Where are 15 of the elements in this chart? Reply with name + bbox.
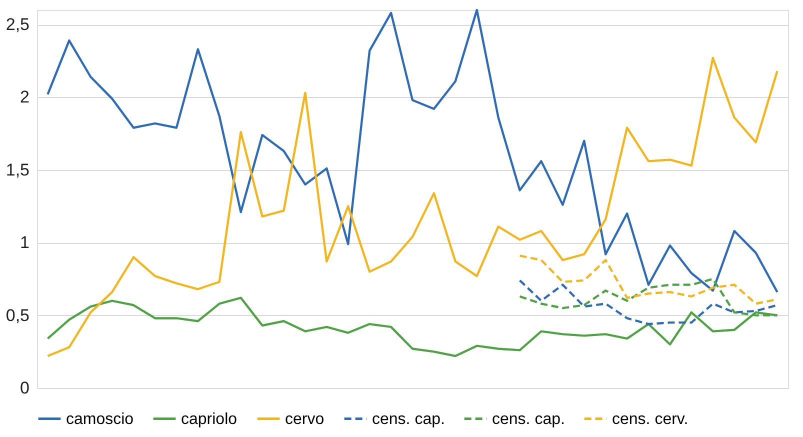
line-series xyxy=(46,8,778,294)
legend-label: capriolo xyxy=(181,410,238,428)
legend-label: cens. cap. xyxy=(492,410,565,428)
legend-label: camoscio xyxy=(66,410,134,428)
y-tick-label: 0 xyxy=(20,378,30,398)
y-tick-label: 2,5 xyxy=(6,15,30,34)
legend-label: cervo xyxy=(285,410,324,428)
legend-label: cens. cerv. xyxy=(612,410,688,428)
line-series xyxy=(518,279,778,326)
y-tick-label: 1,5 xyxy=(6,160,30,180)
legend-label: cens. cap. xyxy=(372,410,445,428)
line-series xyxy=(46,56,778,358)
y-tick-label: 0,5 xyxy=(6,306,30,325)
y-tick-label: 1 xyxy=(20,233,30,252)
y-tick-label: 2 xyxy=(20,88,30,107)
